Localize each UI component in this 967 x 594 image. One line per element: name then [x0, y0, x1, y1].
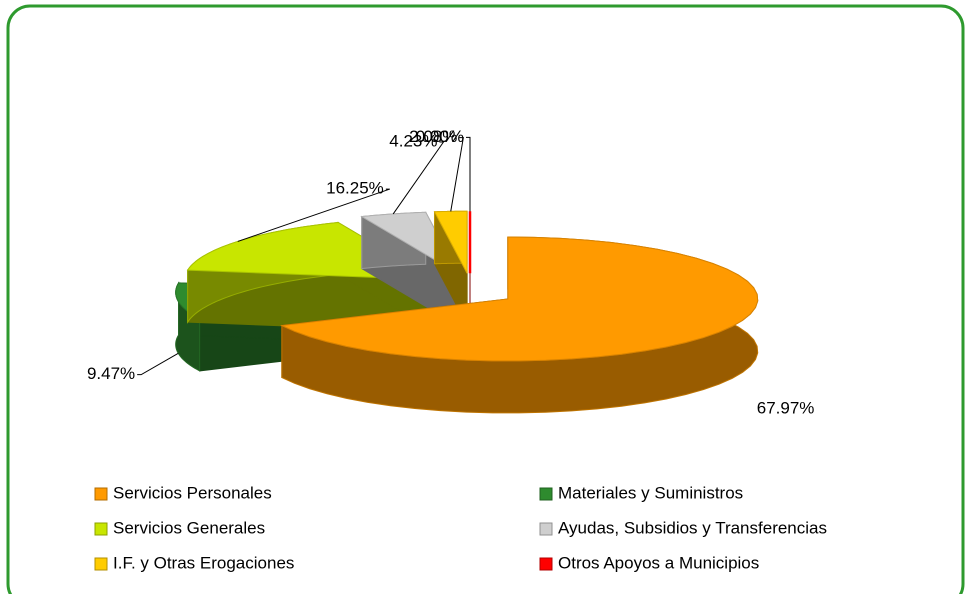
data-label: 9.47%	[87, 364, 135, 383]
legend-label: I.F. y Otras Erogaciones	[113, 553, 294, 572]
legend-swatch	[94, 522, 108, 536]
legend-swatch	[94, 557, 108, 571]
data-label: 16.25%	[326, 179, 384, 198]
leader-line	[450, 137, 464, 212]
slice	[280, 236, 759, 362]
legend-label: Ayudas, Subsidios y Transferencias	[558, 518, 827, 537]
legend-swatch	[539, 522, 553, 536]
leader-line	[137, 352, 179, 376]
leader-line	[466, 136, 471, 212]
data-label: 4.23%	[389, 132, 437, 151]
legend-swatch	[539, 557, 553, 571]
legend: Servicios Personales Materiales y Suminis…	[94, 483, 827, 572]
frame	[6, 4, 965, 594]
legend-swatch	[94, 487, 108, 501]
leader-line	[237, 188, 390, 242]
labels: 67.97% 9.47% 16.25% 4.23%2.08%0.00%	[87, 127, 814, 418]
legend-label: Servicios Generales	[113, 518, 265, 537]
pie	[175, 210, 759, 414]
data-label: 2.08%	[409, 127, 457, 146]
legend-swatch	[539, 487, 553, 501]
data-label: 67.97%	[757, 399, 815, 418]
legend-label: Otros Apoyos a Municipios	[558, 553, 759, 572]
legend-label: Servicios Personales	[113, 483, 272, 502]
leader-line	[392, 141, 445, 215]
data-label: 0.00%	[416, 127, 464, 146]
legend-label: Materiales y Suministros	[558, 483, 743, 502]
